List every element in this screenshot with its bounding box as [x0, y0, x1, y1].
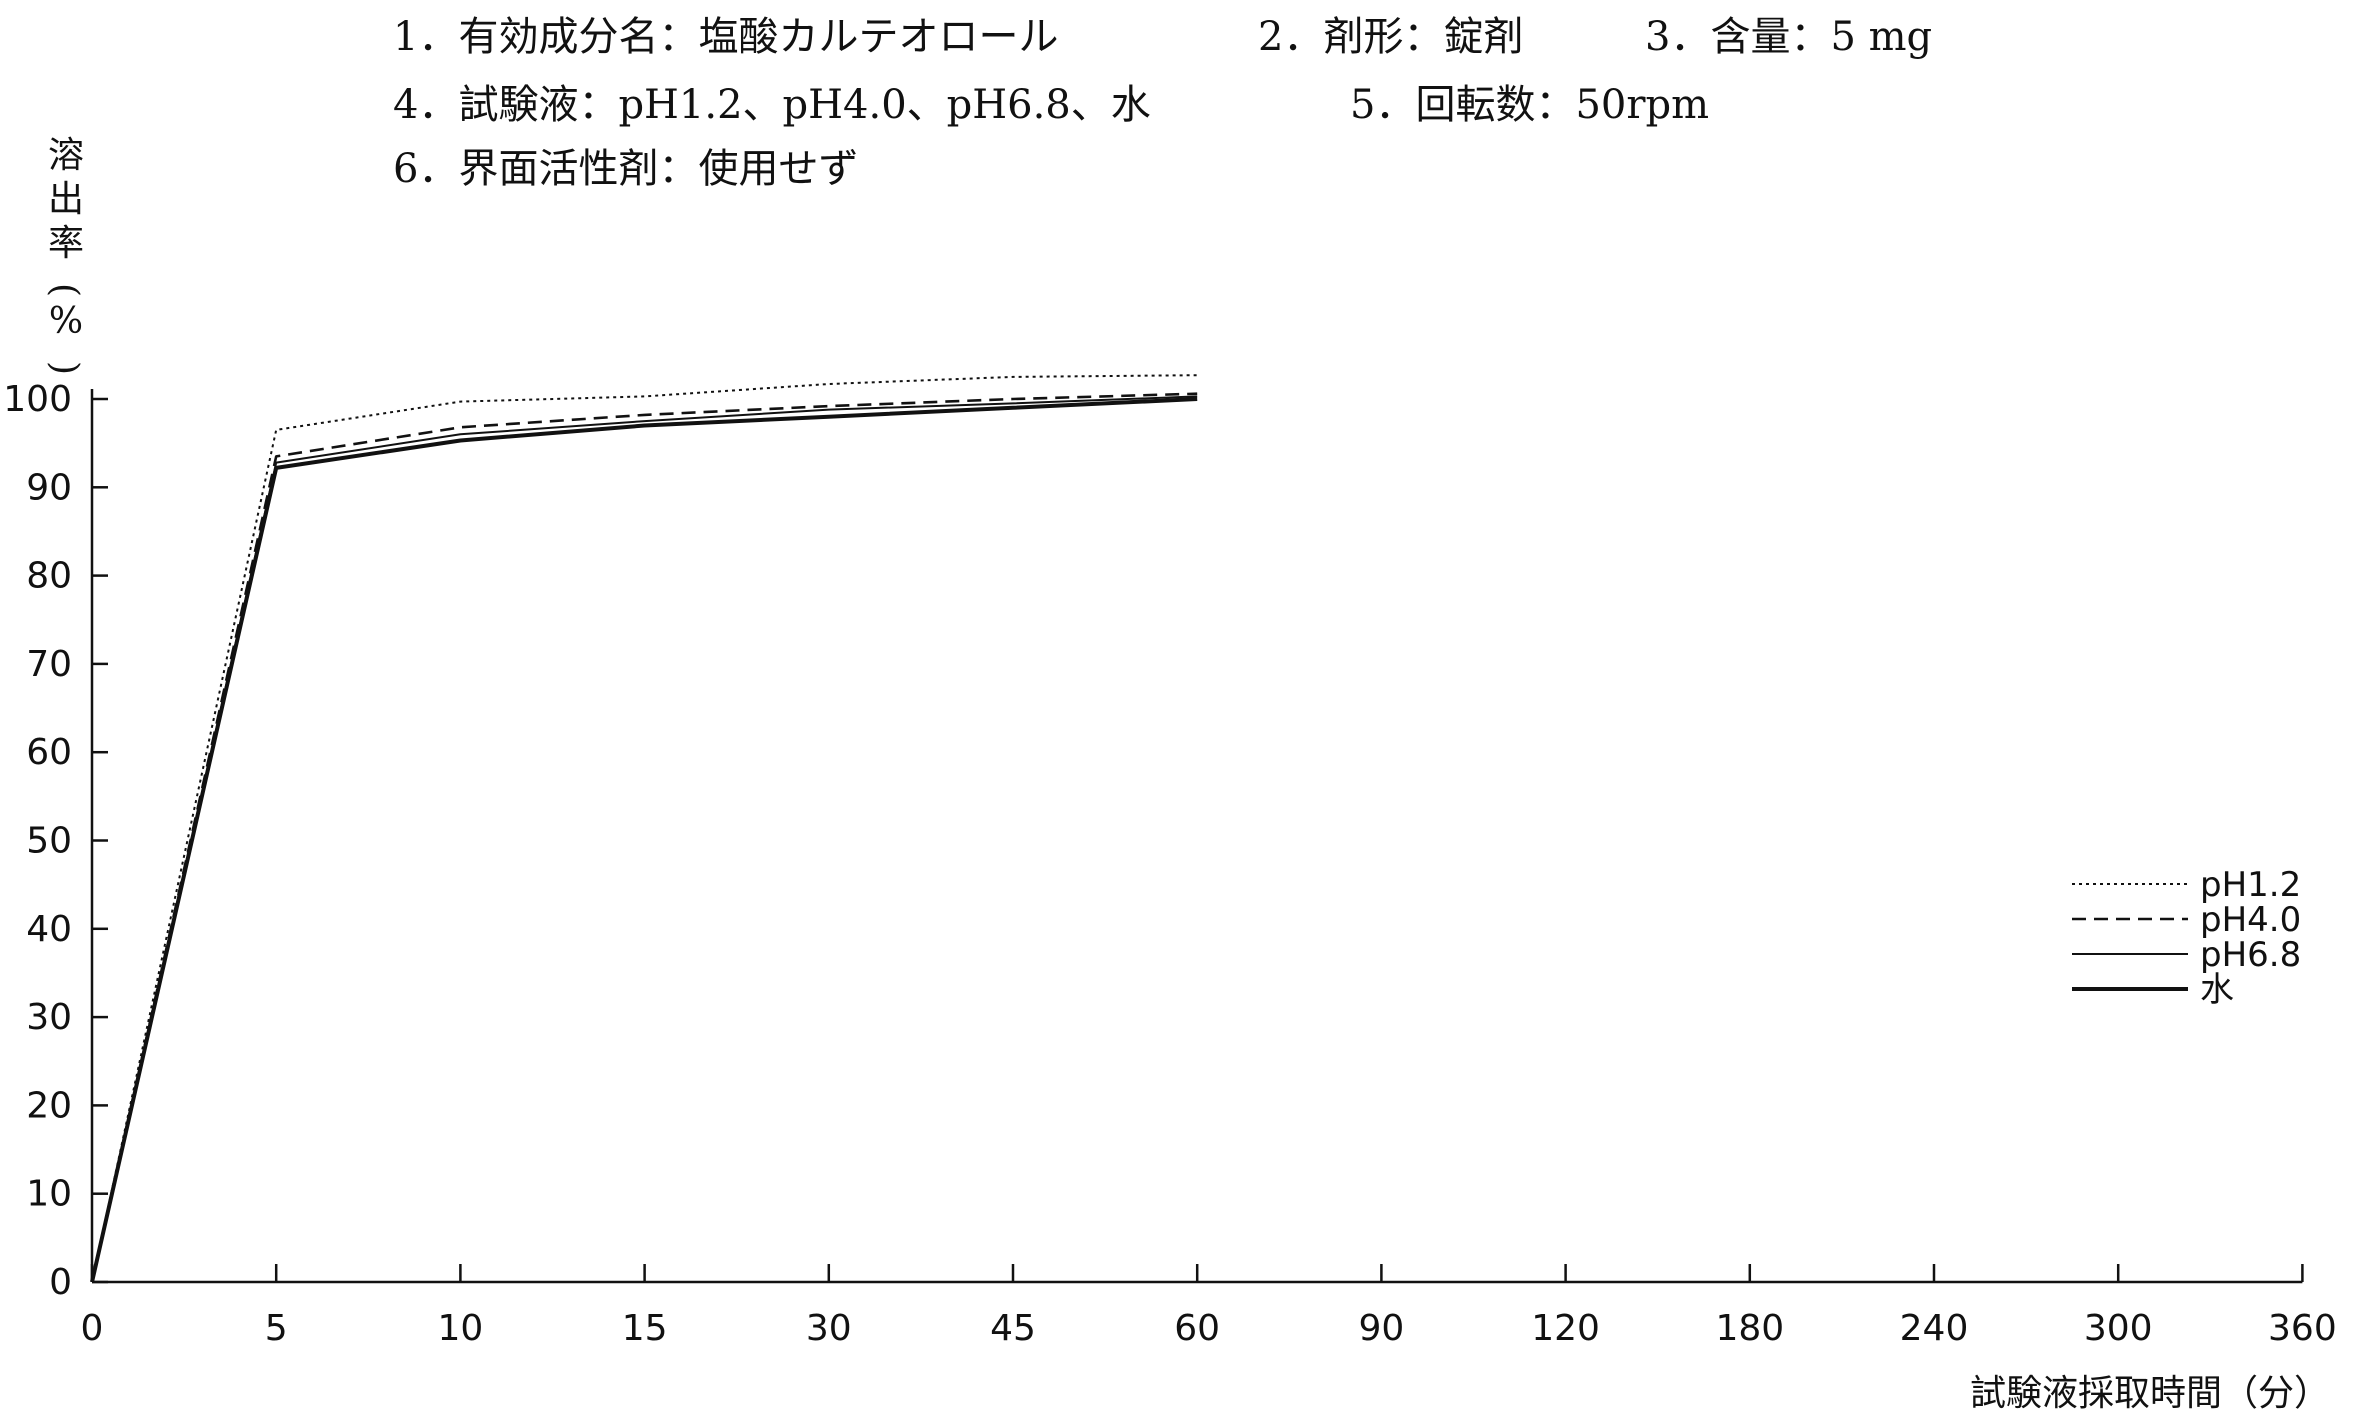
x-tick-label-300: 300: [2084, 1308, 2153, 1349]
y-axis-title-char-2: 率: [48, 223, 84, 264]
x-tick-label-360: 360: [2268, 1308, 2337, 1349]
x-tick-label-240: 240: [1900, 1308, 1969, 1349]
y-tick-label-50: 50: [26, 821, 72, 862]
y-tick-label-20: 20: [26, 1085, 72, 1126]
x-tick-label-5: 5: [265, 1308, 288, 1349]
condition-line-1-item-2: 2．剤形：錠剤: [1258, 14, 1523, 60]
legend-label-1: pH1.2: [2200, 865, 2301, 905]
series-line-2: [90, 392, 1198, 1283]
y-axis-title-char-1: 出: [48, 179, 84, 220]
x-tick-label-120: 120: [1531, 1308, 1600, 1349]
series-line-4: [90, 397, 1198, 1283]
y-tick-label-40: 40: [26, 909, 72, 950]
test-conditions: 1．有効成分名：塩酸カルテオロール 2．剤形：錠剤 3．含量：5 mg 4．試験…: [393, 14, 1932, 192]
x-tick-label-10: 10: [437, 1308, 483, 1349]
x-tick-label-90: 90: [1358, 1308, 1404, 1349]
x-tick-label-15: 15: [622, 1308, 668, 1349]
x-axis-title: 試験液採取時間（分）: [1970, 1373, 2330, 1414]
y-axis-ticks: 0 10 20 30 40 50 60 70 80 90 100: [3, 379, 108, 1303]
y-tick-label-80: 80: [26, 556, 72, 597]
condition-line-1-item-3: 3．含量：5 mg: [1645, 14, 1932, 60]
legend-label-3: pH6.8: [2200, 935, 2301, 975]
x-axis-ticks: 0 5 10 15 30 45 60 90 120 180 240 300 360: [81, 1264, 2337, 1349]
legend-label-4: 水: [2200, 970, 2234, 1010]
condition-line-3-item-1: 6．界面活性剤：使用せず: [393, 146, 858, 192]
x-tick-label-0: 0: [81, 1308, 104, 1349]
y-tick-label-60: 60: [26, 732, 72, 773]
y-axis-title-char-0: 溶: [48, 135, 84, 176]
condition-line-2-item-1: 4．試験液：pH1.2、pH4.0、pH6.8、水: [393, 82, 1151, 128]
y-tick-label-0: 0: [49, 1262, 72, 1303]
series-line-3: [91, 395, 1198, 1283]
y-tick-label-30: 30: [26, 997, 72, 1038]
y-tick-label-10: 10: [26, 1174, 72, 1215]
condition-line-2-item-2: 5．回転数：50rpm: [1350, 82, 1709, 128]
legend-label-2: pH4.0: [2200, 900, 2301, 940]
y-tick-label-90: 90: [26, 467, 72, 508]
series-line-1: [91, 374, 1198, 1283]
x-tick-label-60: 60: [1174, 1308, 1220, 1349]
x-tick-label-180: 180: [1715, 1308, 1784, 1349]
x-tick-label-30: 30: [806, 1308, 852, 1349]
x-tick-label-45: 45: [990, 1308, 1036, 1349]
y-axis-title-char-5: ): [44, 361, 85, 375]
y-axis-title-char-4: %: [49, 301, 83, 342]
axes: [90, 389, 2303, 1284]
data-series: [90, 374, 1198, 1283]
y-axis-title-char-3: (: [44, 283, 85, 297]
y-tick-label-70: 70: [26, 644, 72, 685]
y-axis-title: 溶出率 (%): [44, 135, 85, 375]
y-tick-label-100: 100: [3, 379, 72, 420]
condition-line-1-item-1: 1．有効成分名：塩酸カルテオロール: [393, 14, 1058, 60]
